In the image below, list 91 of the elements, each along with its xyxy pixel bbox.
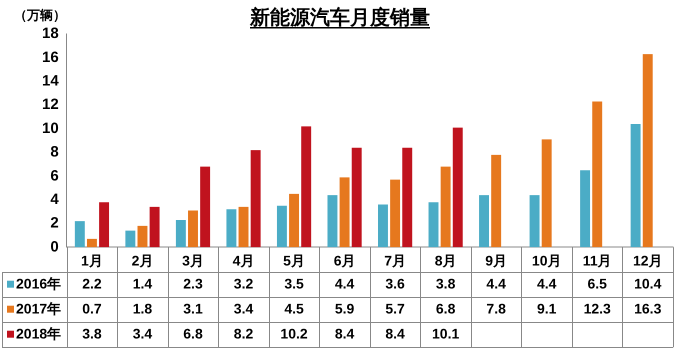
bar bbox=[150, 206, 160, 248]
x-tick-label: 9月 bbox=[485, 252, 508, 268]
data-label: 8.2 bbox=[234, 326, 254, 342]
y-tick-label: 6 bbox=[50, 167, 59, 184]
y-tick-label: 14 bbox=[42, 72, 60, 90]
data-label: 4.4 bbox=[536, 276, 557, 292]
x-tick-label: 8月 bbox=[434, 252, 457, 268]
bar bbox=[530, 195, 540, 248]
bar bbox=[188, 210, 198, 248]
data-label: 8.4 bbox=[334, 326, 355, 342]
x-tick-label: 2月 bbox=[132, 252, 154, 268]
data-label: 16.3 bbox=[634, 300, 662, 317]
bar bbox=[86, 238, 97, 248]
bar bbox=[301, 126, 312, 248]
data-label: 5.7 bbox=[385, 300, 406, 317]
bar bbox=[289, 194, 300, 248]
y-tick-label: 16 bbox=[42, 48, 59, 66]
bar bbox=[428, 202, 438, 248]
data-label: 8.4 bbox=[385, 326, 406, 342]
bar bbox=[440, 166, 451, 248]
data-label: 1.4 bbox=[132, 276, 152, 292]
x-tick-label: 6月 bbox=[334, 252, 356, 268]
data-label: 10.1 bbox=[432, 326, 460, 342]
data-label: 9.1 bbox=[536, 300, 557, 317]
data-label: 3.2 bbox=[234, 276, 254, 292]
chart-title: 新能源汽车月度销量 bbox=[249, 6, 430, 29]
data-label: 3.1 bbox=[183, 300, 203, 317]
bar bbox=[226, 209, 236, 248]
x-tick-label: 11月 bbox=[582, 252, 612, 268]
data-label: 1.8 bbox=[132, 300, 152, 317]
y-tick-label: 8 bbox=[50, 144, 59, 161]
legend-label: 2016年 bbox=[16, 276, 62, 292]
y-tick-label: 0 bbox=[50, 238, 59, 256]
data-label: 7.8 bbox=[486, 300, 506, 317]
y-tick-label: 10 bbox=[42, 120, 59, 137]
y-tick-label: 18 bbox=[42, 25, 59, 42]
x-tick-label: 7月 bbox=[384, 252, 406, 268]
bar bbox=[176, 220, 186, 248]
legend-label: 2017年 bbox=[16, 300, 62, 317]
data-label: 4.5 bbox=[284, 300, 304, 317]
data-label: 6.8 bbox=[436, 300, 456, 317]
bar bbox=[138, 226, 148, 248]
y-tick-label: 2 bbox=[50, 214, 59, 232]
bar bbox=[125, 230, 136, 248]
data-label: 3.4 bbox=[234, 300, 254, 317]
data-label: 2.3 bbox=[183, 276, 203, 292]
x-tick-label: 4月 bbox=[232, 252, 254, 268]
y-tick-label: 4 bbox=[50, 190, 60, 208]
bar bbox=[402, 148, 412, 248]
x-tick-label: 1月 bbox=[81, 252, 103, 268]
data-label: 0.7 bbox=[82, 300, 102, 317]
y-axis-title: （万辆） bbox=[14, 8, 66, 23]
bar bbox=[238, 206, 248, 248]
bar bbox=[542, 139, 552, 248]
data-label: 10.2 bbox=[280, 326, 308, 342]
bar bbox=[200, 166, 210, 248]
data-label: 6.8 bbox=[183, 326, 203, 342]
x-tick-label: 3月 bbox=[182, 252, 204, 268]
bar bbox=[276, 206, 287, 248]
bar bbox=[452, 128, 463, 248]
data-label: 2.2 bbox=[82, 276, 102, 292]
data-label: 5.9 bbox=[334, 300, 355, 317]
x-tick-label: 12月 bbox=[632, 252, 663, 268]
x-tick-label: 5月 bbox=[283, 252, 305, 268]
bar bbox=[642, 54, 653, 248]
legend-label: 2018年 bbox=[16, 326, 62, 342]
data-label: 3.6 bbox=[385, 276, 406, 292]
bar bbox=[378, 204, 388, 248]
x-tick-label: 10月 bbox=[532, 252, 562, 268]
bar bbox=[491, 154, 502, 248]
bar bbox=[340, 177, 350, 248]
data-label: 10.4 bbox=[634, 276, 662, 292]
bar bbox=[630, 124, 641, 248]
data-label: 3.8 bbox=[82, 326, 102, 342]
bar bbox=[479, 195, 490, 248]
data-label: 6.5 bbox=[587, 276, 608, 292]
bar bbox=[592, 102, 602, 248]
data-label: 3.8 bbox=[436, 276, 456, 292]
data-label: 3.4 bbox=[132, 326, 152, 342]
bar bbox=[74, 221, 85, 248]
data-label: 12.3 bbox=[584, 300, 612, 317]
data-label: 4.4 bbox=[486, 276, 506, 292]
bar bbox=[99, 202, 110, 248]
bar bbox=[580, 170, 590, 248]
bar bbox=[327, 195, 338, 248]
data-label: 3.5 bbox=[284, 276, 304, 292]
y-tick-label: 12 bbox=[42, 96, 59, 114]
bar bbox=[352, 148, 362, 248]
bar bbox=[250, 150, 261, 248]
data-label: 4.4 bbox=[334, 276, 355, 292]
bar bbox=[390, 180, 400, 248]
